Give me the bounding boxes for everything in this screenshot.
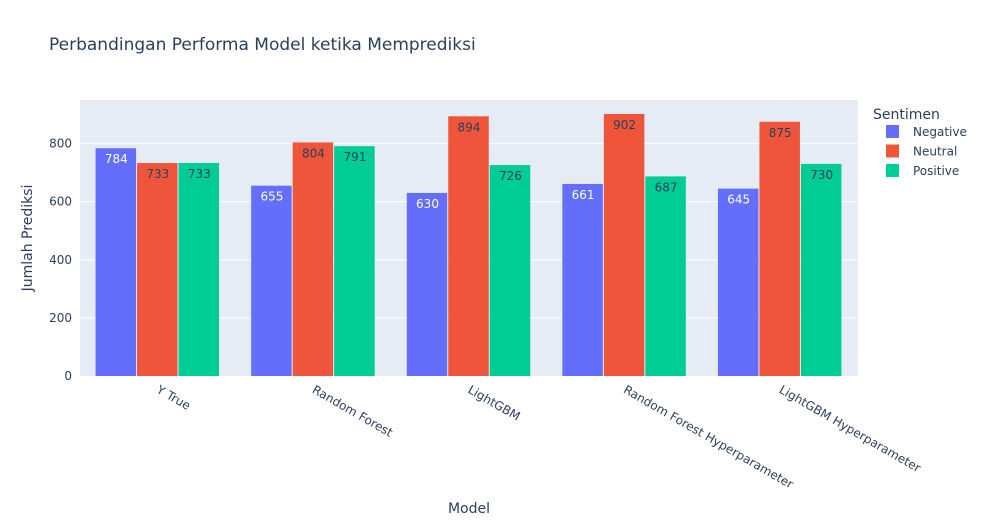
bar-positive-lightgbm-hyperparameter[interactable] xyxy=(800,163,842,376)
x-tick-label: Random Forest Hyperparameter xyxy=(621,382,796,491)
data-label-neutral-y-true: 733 xyxy=(146,167,169,181)
data-label-positive-y-true: 733 xyxy=(188,167,211,181)
bar-positive-random-forest-hyperparameter[interactable] xyxy=(645,176,686,376)
data-label-neutral-random-forest: 804 xyxy=(302,146,325,160)
data-label-negative-random-forest: 655 xyxy=(260,190,283,204)
data-label-neutral-lightgbm-hyperparameter: 875 xyxy=(769,126,792,140)
legend[interactable]: Negative Neutral Positive xyxy=(886,125,967,178)
legend-item-negative[interactable]: Negative xyxy=(886,125,967,139)
x-axis-title: Model xyxy=(448,501,490,517)
data-label-negative-lightgbm: 630 xyxy=(416,197,439,211)
bar-negative-random-forest-hyperparameter[interactable] xyxy=(562,183,603,376)
data-label-neutral-lightgbm: 894 xyxy=(458,120,481,134)
bar-negative-y-true[interactable] xyxy=(95,148,137,376)
y-tick-label: 400 xyxy=(49,253,72,267)
y-axis: 0 200 400 600 800 xyxy=(49,137,72,383)
bar-positive-random-forest[interactable] xyxy=(334,146,375,376)
y-axis-title: Jumlah Prediksi xyxy=(20,185,36,293)
legend-item-neutral[interactable]: Neutral xyxy=(886,144,957,159)
bar-neutral-lightgbm-hyperparameter[interactable] xyxy=(759,121,800,376)
legend-swatch xyxy=(886,164,899,177)
legend-label: Neutral xyxy=(913,145,957,159)
y-tick-label: 600 xyxy=(49,195,72,209)
legend-swatch xyxy=(886,144,899,158)
bar-negative-random-forest[interactable] xyxy=(251,185,292,376)
chart-title: Perbandingan Performa Model ketika Mempr… xyxy=(49,35,476,55)
data-labels: 784 733 733 655 804 791 630 894 726 661 902 687 645 8… xyxy=(105,118,833,211)
x-tick-label: Y True xyxy=(153,382,193,413)
legend-title: Sentimen xyxy=(873,107,940,123)
y-tick-label: 0 xyxy=(64,369,72,383)
legend-item-positive[interactable]: Positive xyxy=(886,164,959,178)
x-axis: Y True Random Forest LightGBM Random Forest… xyxy=(153,382,923,491)
bar-neutral-y-true[interactable] xyxy=(137,163,178,376)
x-tick-label: LightGBM Hyperparameter xyxy=(777,382,924,475)
data-label-negative-y-true: 784 xyxy=(105,152,128,166)
data-label-negative-random-forest-hyperparameter: 661 xyxy=(572,188,595,202)
bar-negative-lightgbm[interactable] xyxy=(406,192,448,376)
data-label-positive-random-forest-hyperparameter: 687 xyxy=(655,180,678,194)
bar-neutral-lightgbm[interactable] xyxy=(448,116,489,376)
data-label-positive-random-forest: 791 xyxy=(343,150,366,164)
data-label-negative-lightgbm-hyperparameter: 645 xyxy=(727,193,750,207)
x-tick-label: Random Forest xyxy=(310,382,395,439)
y-tick-label: 800 xyxy=(49,137,72,151)
bar-positive-lightgbm[interactable] xyxy=(489,165,531,376)
bar-neutral-random-forest-hyperparameter[interactable] xyxy=(603,113,645,377)
legend-label: Negative xyxy=(913,125,967,139)
legend-label: Positive xyxy=(913,164,959,178)
bar-negative-lightgbm-hyperparameter[interactable] xyxy=(717,188,759,376)
bar-neutral-random-forest[interactable] xyxy=(292,142,334,376)
y-tick-label: 200 xyxy=(49,311,72,325)
data-label-positive-lightgbm: 726 xyxy=(499,169,522,183)
legend-swatch xyxy=(886,125,899,138)
bar-positive-y-true[interactable] xyxy=(178,163,220,376)
bars xyxy=(95,113,842,377)
data-label-positive-lightgbm-hyperparameter: 730 xyxy=(810,168,833,182)
x-tick-label: LightGBM xyxy=(466,382,523,423)
data-label-neutral-random-forest-hyperparameter: 902 xyxy=(613,118,636,132)
